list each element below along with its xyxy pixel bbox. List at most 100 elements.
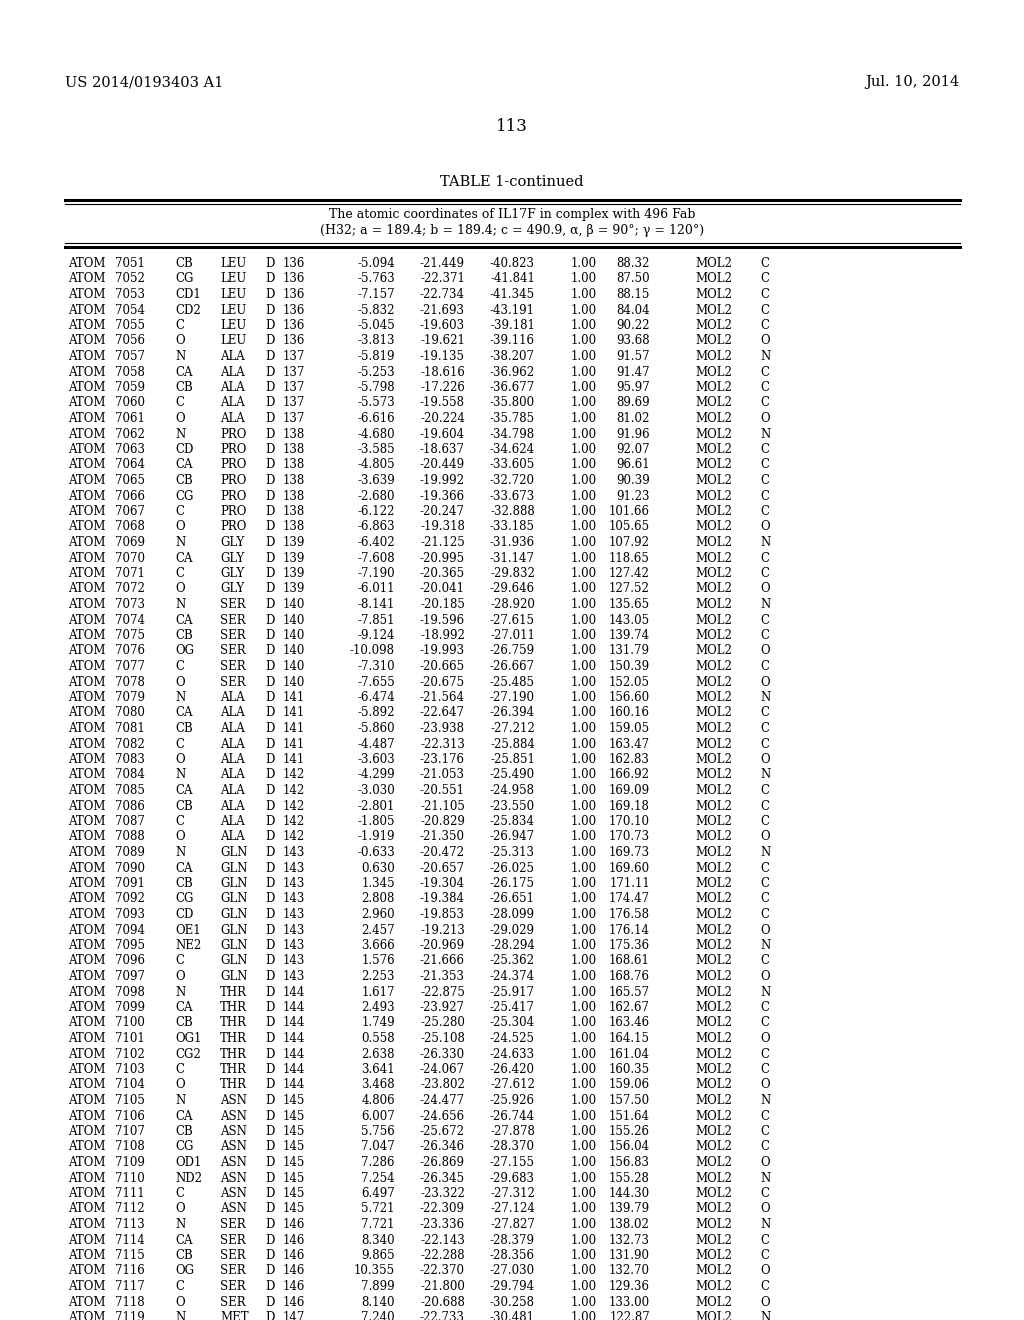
Text: 141: 141 — [283, 738, 305, 751]
Text: ATOM: ATOM — [68, 614, 105, 627]
Text: N: N — [175, 846, 185, 859]
Text: -24.525: -24.525 — [490, 1032, 535, 1045]
Text: 159.05: 159.05 — [609, 722, 650, 735]
Text: 145: 145 — [283, 1172, 305, 1184]
Text: D: D — [265, 1048, 274, 1060]
Text: -22.309: -22.309 — [420, 1203, 465, 1216]
Text: -19.993: -19.993 — [420, 644, 465, 657]
Text: N: N — [760, 536, 770, 549]
Text: ATOM: ATOM — [68, 319, 105, 333]
Text: 1.00: 1.00 — [570, 1032, 597, 1045]
Text: 139: 139 — [283, 536, 305, 549]
Text: -22.143: -22.143 — [420, 1233, 465, 1246]
Text: 1.00: 1.00 — [570, 334, 597, 347]
Text: -30.258: -30.258 — [490, 1295, 535, 1308]
Text: -20.675: -20.675 — [420, 676, 465, 689]
Text: 1.00: 1.00 — [570, 614, 597, 627]
Text: 7076: 7076 — [115, 644, 145, 657]
Text: MOL2: MOL2 — [695, 257, 732, 271]
Text: C: C — [760, 444, 769, 455]
Text: SER: SER — [220, 660, 246, 673]
Text: 150.39: 150.39 — [609, 660, 650, 673]
Text: -3.030: -3.030 — [357, 784, 395, 797]
Text: -25.417: -25.417 — [490, 1001, 535, 1014]
Text: ATOM: ATOM — [68, 536, 105, 549]
Text: -2.680: -2.680 — [357, 490, 395, 503]
Text: MOL2: MOL2 — [695, 800, 732, 813]
Text: -4.805: -4.805 — [357, 458, 395, 471]
Text: 142: 142 — [283, 830, 305, 843]
Text: O: O — [760, 1203, 770, 1216]
Text: C: C — [175, 954, 184, 968]
Text: 84.04: 84.04 — [616, 304, 650, 317]
Text: -5.045: -5.045 — [357, 319, 395, 333]
Text: 7089: 7089 — [115, 846, 145, 859]
Text: CD2: CD2 — [175, 304, 201, 317]
Text: N: N — [760, 846, 770, 859]
Text: 7059: 7059 — [115, 381, 145, 393]
Text: D: D — [265, 690, 274, 704]
Text: D: D — [265, 1172, 274, 1184]
Text: 2.253: 2.253 — [361, 970, 395, 983]
Text: 7096: 7096 — [115, 954, 145, 968]
Text: MOL2: MOL2 — [695, 1001, 732, 1014]
Text: D: D — [265, 1140, 274, 1154]
Text: PRO: PRO — [220, 506, 247, 517]
Text: CB: CB — [175, 630, 193, 642]
Text: -26.394: -26.394 — [489, 706, 535, 719]
Text: MOL2: MOL2 — [695, 690, 732, 704]
Text: 168.61: 168.61 — [609, 954, 650, 968]
Text: C: C — [760, 800, 769, 813]
Text: 163.47: 163.47 — [609, 738, 650, 751]
Text: D: D — [265, 1094, 274, 1107]
Text: 166.92: 166.92 — [609, 768, 650, 781]
Text: -23.322: -23.322 — [420, 1187, 465, 1200]
Text: ATOM: ATOM — [68, 970, 105, 983]
Text: C: C — [760, 1280, 769, 1294]
Text: MOL2: MOL2 — [695, 644, 732, 657]
Text: 1.00: 1.00 — [570, 1156, 597, 1170]
Text: ATOM: ATOM — [68, 428, 105, 441]
Text: -38.207: -38.207 — [490, 350, 535, 363]
Text: N: N — [760, 939, 770, 952]
Text: 145: 145 — [283, 1125, 305, 1138]
Text: -27.155: -27.155 — [490, 1156, 535, 1170]
Text: 1.00: 1.00 — [570, 396, 597, 409]
Text: -3.639: -3.639 — [357, 474, 395, 487]
Text: 175.36: 175.36 — [609, 939, 650, 952]
Text: MOL2: MOL2 — [695, 1140, 732, 1154]
Text: -20.995: -20.995 — [420, 552, 465, 565]
Text: D: D — [265, 458, 274, 471]
Text: D: D — [265, 784, 274, 797]
Text: 1.00: 1.00 — [570, 552, 597, 565]
Text: -21.350: -21.350 — [420, 830, 465, 843]
Text: 2.960: 2.960 — [361, 908, 395, 921]
Text: 146: 146 — [283, 1295, 305, 1308]
Text: MOL2: MOL2 — [695, 520, 732, 533]
Text: 1.00: 1.00 — [570, 800, 597, 813]
Text: C: C — [175, 568, 184, 579]
Text: PRO: PRO — [220, 458, 247, 471]
Text: D: D — [265, 939, 274, 952]
Text: 7.254: 7.254 — [361, 1172, 395, 1184]
Text: -39.116: -39.116 — [490, 334, 535, 347]
Text: ATOM: ATOM — [68, 1078, 105, 1092]
Text: -2.801: -2.801 — [357, 800, 395, 813]
Text: ATOM: ATOM — [68, 506, 105, 517]
Text: -22.734: -22.734 — [420, 288, 465, 301]
Text: C: C — [760, 722, 769, 735]
Text: ATOM: ATOM — [68, 568, 105, 579]
Text: 141: 141 — [283, 722, 305, 735]
Text: MOL2: MOL2 — [695, 1265, 732, 1278]
Text: D: D — [265, 1233, 274, 1246]
Text: 1.00: 1.00 — [570, 458, 597, 471]
Text: 1.00: 1.00 — [570, 876, 597, 890]
Text: 7082: 7082 — [116, 738, 145, 751]
Text: 143.05: 143.05 — [609, 614, 650, 627]
Text: 169.60: 169.60 — [609, 862, 650, 874]
Text: 133.00: 133.00 — [609, 1295, 650, 1308]
Text: -24.633: -24.633 — [489, 1048, 535, 1060]
Text: 1.00: 1.00 — [570, 908, 597, 921]
Text: 7077: 7077 — [115, 660, 145, 673]
Text: MOL2: MOL2 — [695, 1203, 732, 1216]
